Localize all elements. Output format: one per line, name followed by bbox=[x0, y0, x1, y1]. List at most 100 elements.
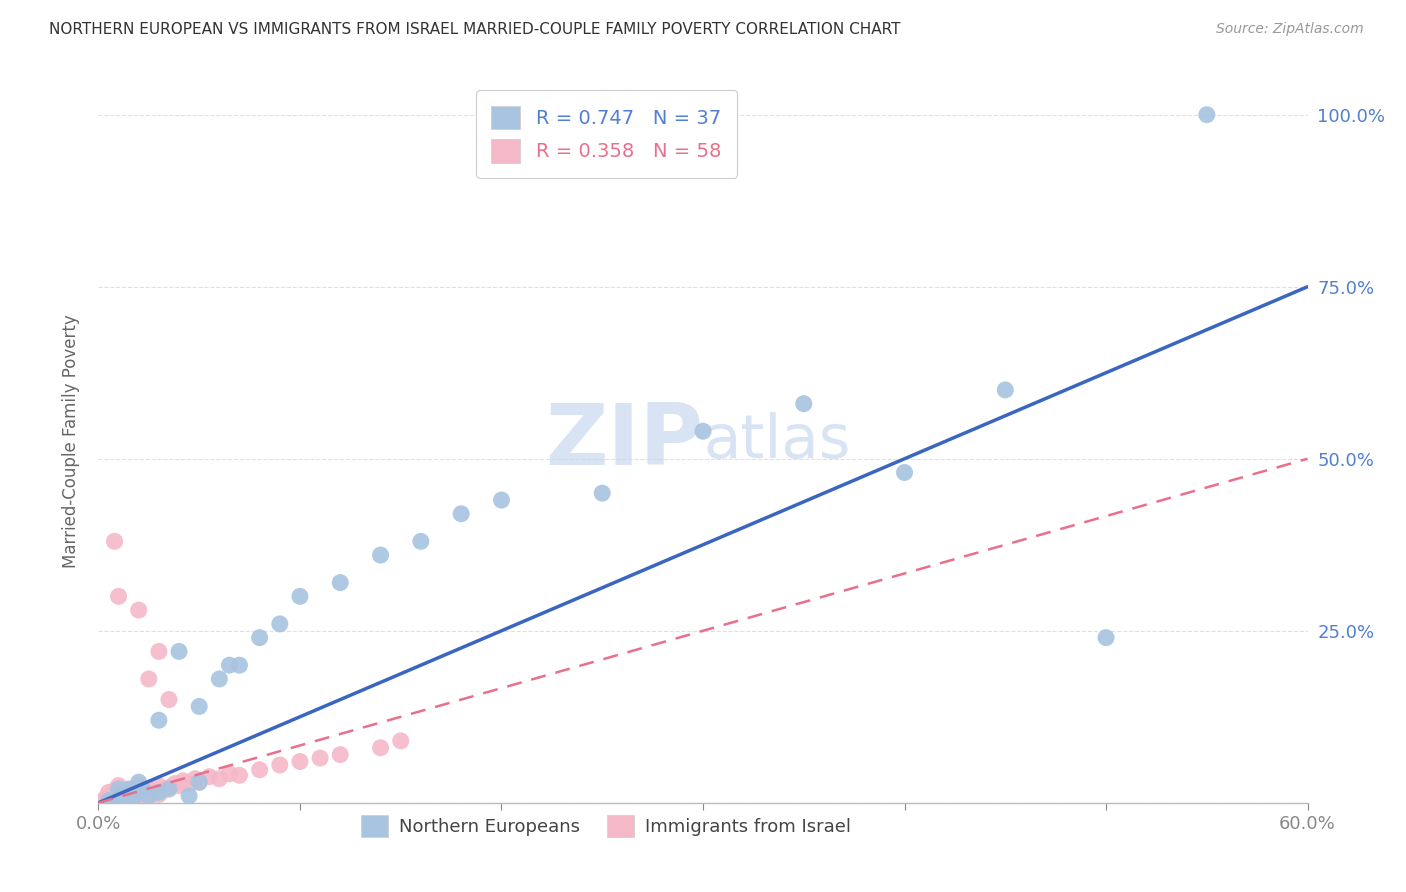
Point bbox=[329, 747, 352, 762]
Point bbox=[107, 785, 129, 799]
Point bbox=[118, 792, 141, 806]
Point bbox=[120, 789, 142, 803]
Point bbox=[118, 782, 141, 797]
Point bbox=[107, 789, 129, 803]
Point bbox=[114, 790, 136, 805]
Point bbox=[143, 785, 166, 799]
Point bbox=[105, 789, 128, 803]
Point bbox=[208, 772, 231, 786]
Point bbox=[198, 770, 221, 784]
Point bbox=[128, 775, 150, 789]
Point bbox=[184, 772, 207, 786]
Point bbox=[107, 793, 129, 807]
Legend: Northern Europeans, Immigrants from Israel: Northern Europeans, Immigrants from Isra… bbox=[354, 808, 859, 845]
Point bbox=[132, 785, 155, 799]
Point bbox=[148, 788, 170, 802]
Point bbox=[125, 785, 148, 799]
Point bbox=[1195, 108, 1218, 122]
Point bbox=[93, 792, 115, 806]
Point bbox=[228, 658, 250, 673]
Point bbox=[107, 790, 129, 805]
Point bbox=[101, 789, 124, 803]
Point bbox=[148, 785, 170, 799]
Point bbox=[329, 575, 352, 590]
Point bbox=[100, 793, 122, 807]
Point bbox=[91, 794, 114, 808]
Point bbox=[96, 794, 118, 808]
Point bbox=[138, 790, 160, 805]
Point bbox=[370, 548, 392, 562]
Point bbox=[148, 644, 170, 658]
Point bbox=[591, 486, 613, 500]
Point bbox=[249, 631, 271, 645]
Point bbox=[793, 397, 815, 411]
Point bbox=[97, 790, 120, 805]
Point bbox=[218, 767, 240, 781]
Point bbox=[107, 782, 129, 797]
Point bbox=[118, 789, 141, 803]
Point bbox=[994, 383, 1017, 397]
Point bbox=[138, 782, 160, 797]
Point bbox=[124, 789, 146, 803]
Point bbox=[172, 773, 194, 788]
Point bbox=[132, 782, 155, 797]
Point bbox=[269, 758, 291, 772]
Point bbox=[208, 672, 231, 686]
Point bbox=[107, 779, 129, 793]
Text: ZIP: ZIP bbox=[546, 400, 703, 483]
Point bbox=[249, 763, 271, 777]
Point bbox=[163, 776, 186, 790]
Point bbox=[167, 779, 190, 793]
Y-axis label: Married-Couple Family Poverty: Married-Couple Family Poverty bbox=[62, 315, 80, 568]
Point bbox=[491, 493, 513, 508]
Point bbox=[111, 788, 134, 802]
Point bbox=[121, 782, 143, 797]
Point bbox=[115, 783, 138, 797]
Point bbox=[97, 794, 120, 808]
Point bbox=[179, 776, 201, 790]
Point bbox=[288, 590, 311, 604]
Point bbox=[103, 792, 125, 806]
Point bbox=[389, 734, 412, 748]
Point bbox=[157, 692, 180, 706]
Point bbox=[409, 534, 432, 549]
Point bbox=[1095, 631, 1118, 645]
Point bbox=[893, 466, 915, 480]
Point bbox=[128, 603, 150, 617]
Point bbox=[128, 785, 150, 799]
Point bbox=[103, 783, 125, 797]
Point bbox=[188, 699, 211, 714]
Point bbox=[103, 791, 125, 805]
Point bbox=[188, 775, 211, 789]
Point bbox=[157, 782, 180, 797]
Point bbox=[188, 775, 211, 789]
Point bbox=[148, 713, 170, 727]
Point bbox=[309, 751, 332, 765]
Point bbox=[107, 590, 129, 604]
Point bbox=[138, 789, 160, 803]
Point bbox=[103, 534, 125, 549]
Point bbox=[111, 792, 134, 806]
Point bbox=[179, 789, 201, 803]
Point bbox=[152, 783, 174, 797]
Point bbox=[138, 672, 160, 686]
Point bbox=[111, 792, 134, 806]
Point bbox=[692, 424, 714, 438]
Point bbox=[148, 779, 170, 793]
Point bbox=[269, 616, 291, 631]
Point bbox=[128, 788, 150, 802]
Point bbox=[450, 507, 472, 521]
Text: Source: ZipAtlas.com: Source: ZipAtlas.com bbox=[1216, 22, 1364, 37]
Text: NORTHERN EUROPEAN VS IMMIGRANTS FROM ISRAEL MARRIED-COUPLE FAMILY POVERTY CORREL: NORTHERN EUROPEAN VS IMMIGRANTS FROM ISR… bbox=[49, 22, 901, 37]
Text: atlas: atlas bbox=[703, 412, 851, 471]
Point bbox=[167, 644, 190, 658]
Point bbox=[228, 768, 250, 782]
Point bbox=[124, 790, 146, 805]
Point bbox=[218, 658, 240, 673]
Point bbox=[370, 740, 392, 755]
Point bbox=[128, 779, 150, 793]
Point bbox=[157, 780, 180, 795]
Point bbox=[97, 785, 120, 799]
Point bbox=[288, 755, 311, 769]
Point bbox=[128, 792, 150, 806]
